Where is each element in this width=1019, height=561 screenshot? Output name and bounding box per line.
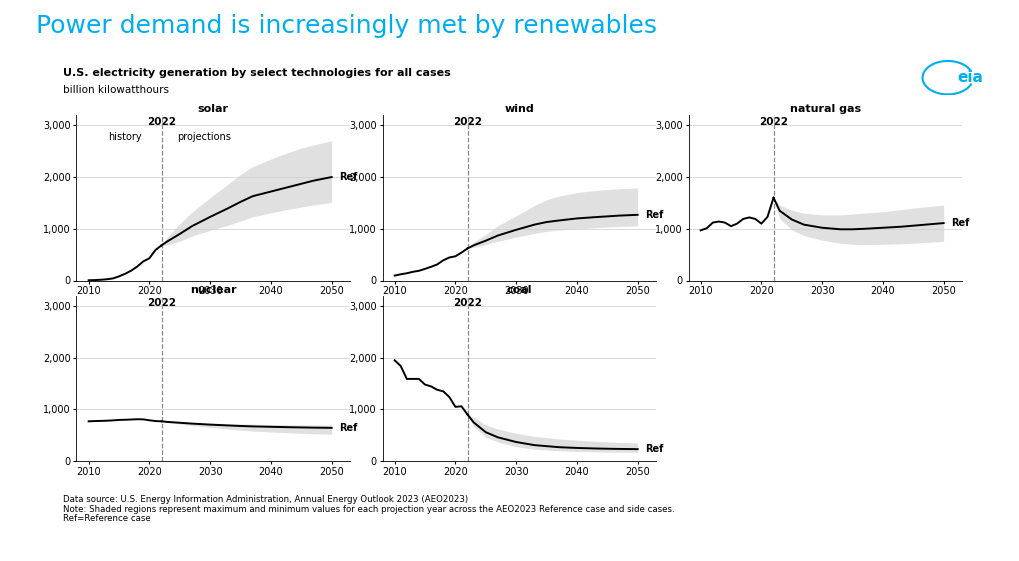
Text: Data source: U.S. Energy Information Administration, Annual Energy Outlook 2023 : Data source: U.S. Energy Information Adm…: [63, 495, 468, 504]
Text: projections: projections: [177, 132, 230, 141]
Title: nuclear: nuclear: [190, 285, 236, 295]
Text: eia: eia: [30, 531, 51, 545]
Text: Ref: Ref: [644, 210, 662, 220]
Text: 2022: 2022: [758, 117, 788, 127]
Text: eia: eia: [956, 70, 981, 85]
Text: Ref: Ref: [950, 218, 968, 228]
Text: U.S. electricity generation by select technologies for all cases: U.S. electricity generation by select te…: [63, 68, 450, 79]
Text: Ref: Ref: [338, 423, 357, 433]
Text: Ref: Ref: [338, 172, 357, 182]
Text: Ref: Ref: [644, 444, 662, 454]
Text: billion kilowatthours: billion kilowatthours: [63, 85, 169, 95]
Text: 2022: 2022: [452, 117, 482, 127]
Text: AEO2023 Release, RFF: AEO2023 Release, RFF: [84, 524, 211, 534]
Title: wind: wind: [503, 104, 534, 114]
Text: history: history: [108, 132, 142, 141]
Title: coal: coal: [506, 285, 532, 295]
Title: solar: solar: [198, 104, 228, 114]
Text: 2022: 2022: [147, 117, 176, 127]
Text: March 16, 2023: March 16, 2023: [84, 543, 171, 553]
Text: Note: Shaded regions represent maximum and minimum values for each projection ye: Note: Shaded regions represent maximum a…: [63, 505, 675, 514]
Text: 2022: 2022: [452, 298, 482, 308]
Text: Ref=Reference case: Ref=Reference case: [63, 514, 151, 523]
Text: 2022: 2022: [147, 298, 176, 308]
Title: natural gas: natural gas: [789, 104, 860, 114]
Text: Power demand is increasingly met by renewables: Power demand is increasingly met by rene…: [36, 14, 656, 38]
